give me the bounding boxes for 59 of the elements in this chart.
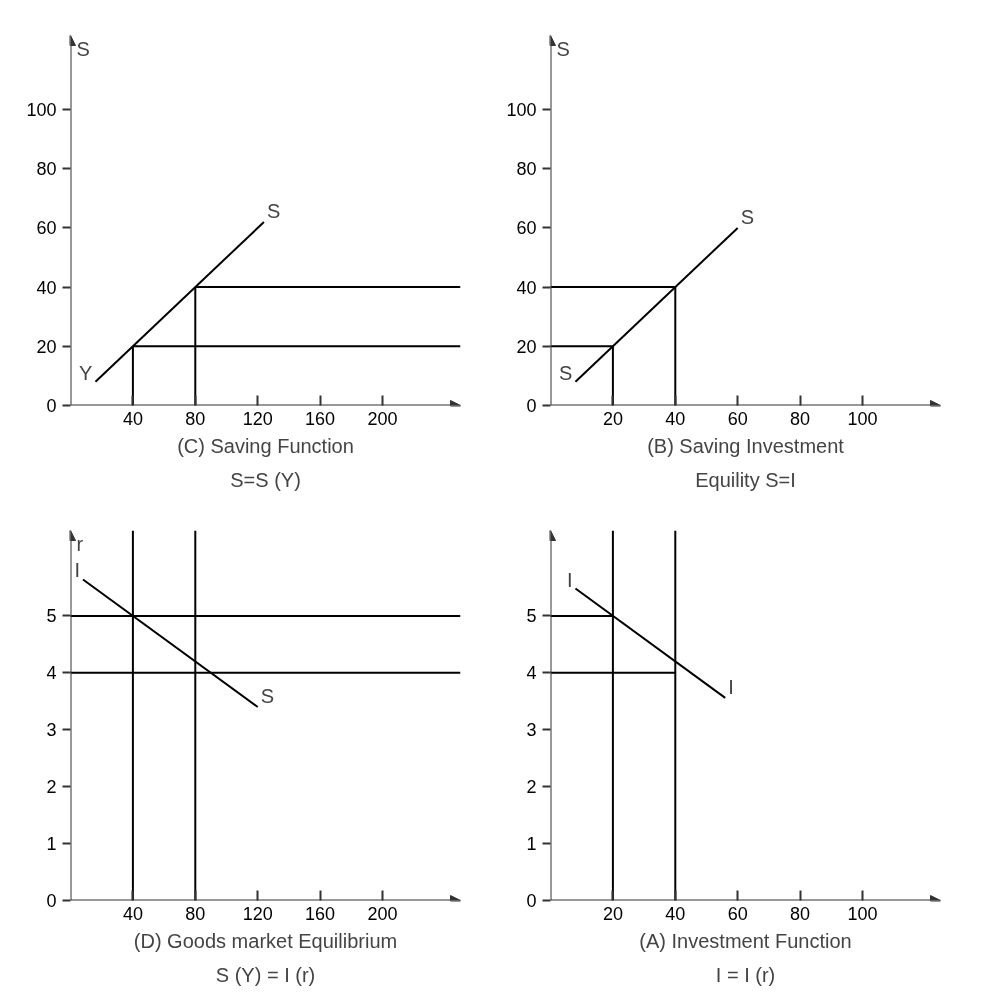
annotation: S <box>260 684 275 707</box>
y-tick-label: 40 <box>36 277 57 298</box>
x-tick-label: 100 <box>847 408 878 429</box>
x-axis-title: (C) Saving Function S=S (Y) <box>177 434 354 491</box>
annotation: S <box>266 199 281 222</box>
x-tick-label: 80 <box>185 903 206 924</box>
y-tick-label: 80 <box>516 159 537 180</box>
x-tick-label: 160 <box>305 903 336 924</box>
y-tick-label: 60 <box>516 218 537 239</box>
y-tick-label: 0 <box>526 891 537 911</box>
x-tick-label: 100 <box>847 903 878 924</box>
y-tick-label: 5 <box>526 606 537 627</box>
y-tick-label: 80 <box>36 159 57 180</box>
x-tick-label: 20 <box>602 408 623 429</box>
x-tick-label: 20 <box>602 903 623 924</box>
x-tick-label: 120 <box>242 408 273 429</box>
y-tick-label: 0 <box>46 891 57 911</box>
x-tick-label: 80 <box>790 903 811 924</box>
x-tick-label: 200 <box>367 408 398 429</box>
y-tick-label: 100 <box>506 100 537 120</box>
y-tick-label: 4 <box>526 663 537 684</box>
y-tick-label: 2 <box>46 777 57 798</box>
y-tick-label: 1 <box>46 834 57 855</box>
y-tick-label: 1 <box>526 834 537 855</box>
x-tick-label: 40 <box>665 408 686 429</box>
x-tick-label: 80 <box>790 408 811 429</box>
annotation: S <box>740 205 755 228</box>
x-axis-title: (B) Saving Investment Equility S=I <box>647 434 845 491</box>
y-tick-label: 3 <box>46 720 57 741</box>
y-tick-label: 2 <box>526 777 537 798</box>
y-tick-label: 0 <box>46 396 57 416</box>
x-tick-label: 120 <box>242 903 273 924</box>
annotation: Y <box>79 361 93 384</box>
y-tick-label: 20 <box>36 336 57 357</box>
y-tick-label: 40 <box>516 277 537 298</box>
x-tick-label: 40 <box>122 903 143 924</box>
y-tick-label: 5 <box>46 606 57 627</box>
x-axis-title: (D) Goods market Equilibrium S (Y) = I (r) <box>133 929 398 986</box>
x-axis-title: (A) Investment Function I = I (r) <box>639 929 852 986</box>
y-tick-label: 60 <box>36 218 57 239</box>
y-tick-label: 3 <box>526 720 537 741</box>
annotation: I <box>74 559 80 582</box>
x-tick-label: 40 <box>122 408 143 429</box>
x-tick-label: 80 <box>185 408 206 429</box>
y-axis-title: r <box>76 532 84 555</box>
annotation: I <box>728 675 734 698</box>
x-tick-label: 60 <box>727 903 748 924</box>
y-tick-label: 0 <box>526 396 537 416</box>
annotation: I <box>566 568 573 591</box>
y-tick-label: 20 <box>516 336 537 357</box>
annotation: S <box>559 361 573 384</box>
x-tick-label: 160 <box>305 408 336 429</box>
y-tick-label: 100 <box>26 100 57 120</box>
x-tick-label: 60 <box>727 408 748 429</box>
y-tick-label: 4 <box>46 663 57 684</box>
x-tick-label: 200 <box>367 903 398 924</box>
y-axis-title: S <box>76 37 90 60</box>
x-tick-label: 40 <box>665 903 686 924</box>
y-axis-title: S <box>556 37 570 60</box>
